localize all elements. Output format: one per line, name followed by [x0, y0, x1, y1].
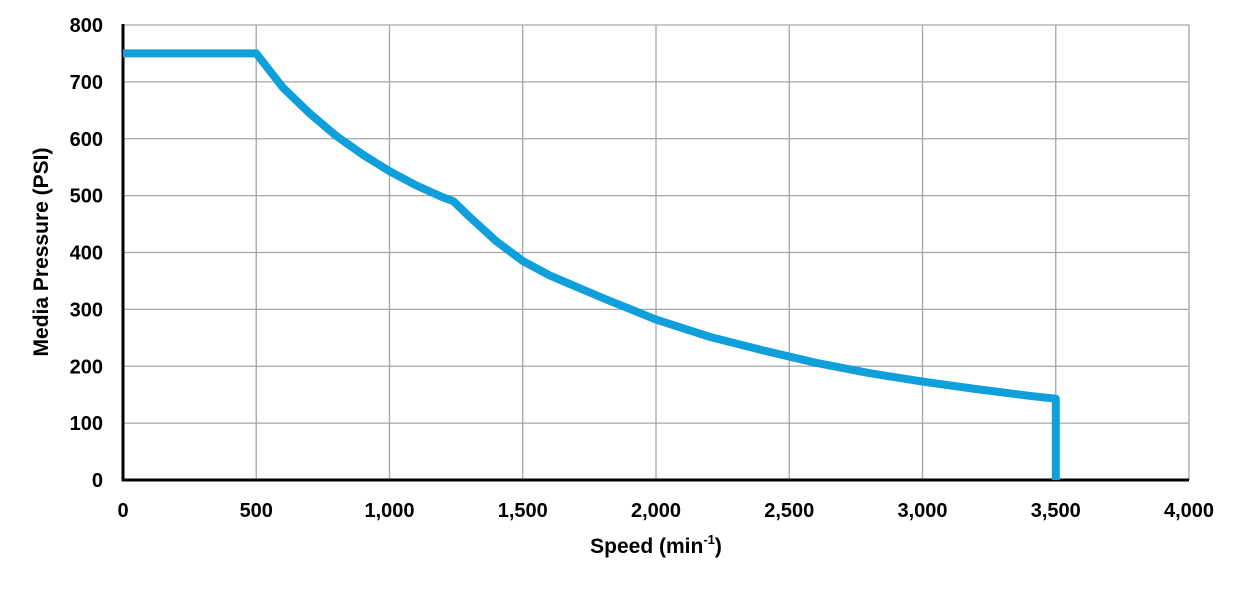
x-tick-label: 500 — [240, 500, 273, 522]
y-tick-label: 500 — [70, 186, 103, 208]
x-tick-label: 2,500 — [764, 500, 814, 522]
x-axis-title-suffix: ) — [715, 535, 722, 558]
y-tick-label: 400 — [70, 243, 103, 265]
x-axis-title-main: Speed (min — [590, 535, 703, 558]
y-tick-label: 800 — [70, 15, 103, 37]
y-tick-label: 100 — [70, 413, 103, 435]
x-tick-label: 0 — [117, 500, 128, 522]
series-line — [123, 49, 1060, 480]
x-tick-label: 1,000 — [364, 500, 414, 522]
y-tick-label: 700 — [70, 72, 103, 94]
y-tick-label: 600 — [70, 129, 103, 151]
x-tick-label: 2,000 — [631, 500, 681, 522]
axes — [121, 24, 1189, 482]
y-tick-label: 0 — [92, 470, 103, 492]
y-axis-title: Media Pressure (PSI) — [30, 148, 53, 357]
series-layer — [123, 49, 1060, 480]
x-axis-title: Speed (min-1) — [590, 532, 722, 558]
y-tick-label: 300 — [70, 299, 103, 321]
x-tick-label: 3,000 — [897, 500, 947, 522]
tick-labels: 0 100 200 300 400 500 600 700 800 0 500 1,000 1,500 2… — [70, 15, 1214, 522]
x-tick-label: 3,500 — [1031, 500, 1081, 522]
x-axis-title-superscript: -1 — [703, 532, 715, 547]
x-tick-label: 1,500 — [498, 500, 548, 522]
y-tick-label: 200 — [70, 356, 103, 378]
grid — [123, 24, 1190, 480]
x-tick-label: 4,000 — [1164, 500, 1214, 522]
